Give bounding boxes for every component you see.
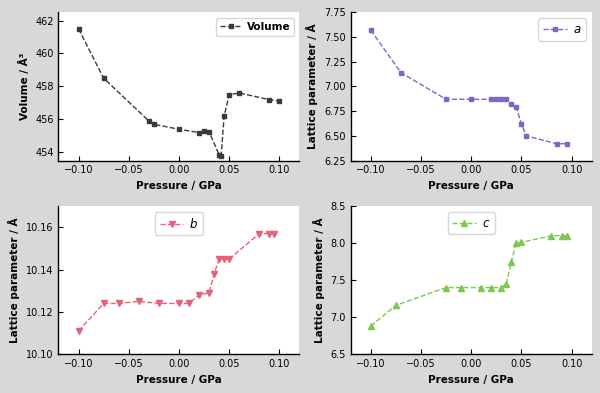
$\mathbf{\mathit{b}}$ [75,329,82,333]
$\mathbf{\mathit{b}}$ [100,301,107,306]
Volume [175,127,182,132]
$\mathbf{\mathit{c}}$ [497,285,505,290]
$\mathbf{\mathit{b}}$ [205,290,212,295]
$\mathbf{\mathit{c}}$ [392,303,400,308]
Volume [218,153,225,158]
$\mathbf{\mathit{a}}$ [508,102,515,107]
Volume [150,122,157,127]
$\mathbf{\mathit{a}}$ [503,97,510,102]
X-axis label: Pressure / GPa: Pressure / GPa [136,181,222,191]
Legend: Volume: Volume [216,18,294,36]
X-axis label: Pressure / GPa: Pressure / GPa [136,375,222,385]
Volume [215,152,223,157]
Y-axis label: Lattice parameter / Å: Lattice parameter / Å [313,217,325,343]
Legend: $\mathbf{\mathit{b}}$: $\mathbf{\mathit{b}}$ [155,212,203,235]
Y-axis label: Lattice parameter / Å: Lattice parameter / Å [8,217,20,343]
$\mathbf{\mathit{a}}$ [563,141,570,146]
Volume [266,97,273,102]
X-axis label: Pressure / GPa: Pressure / GPa [428,181,514,191]
Volume [200,129,208,133]
$\mathbf{\mathit{c}}$ [563,233,570,238]
$\mathbf{\mathit{a}}$ [467,97,475,102]
$\mathbf{\mathit{a}}$ [488,97,495,102]
Volume [236,91,243,95]
$\mathbf{\mathit{a}}$ [513,105,520,110]
$\mathbf{\mathit{c}}$ [458,285,465,290]
Volume [221,114,228,118]
$\mathbf{\mathit{b}}$ [266,231,273,236]
$\mathbf{\mathit{c}}$ [548,233,555,238]
$\mathbf{\mathit{c}}$ [503,281,510,286]
$\mathbf{\mathit{a}}$ [397,70,404,75]
$\mathbf{\mathit{c}}$ [513,241,520,246]
$\mathbf{\mathit{a}}$ [518,121,525,126]
Volume [75,26,82,31]
Volume [205,129,212,134]
$\mathbf{\mathit{a}}$ [493,97,500,102]
Y-axis label: Lattice parameter / Å: Lattice parameter / Å [307,24,319,149]
$\mathbf{\mathit{c}}$ [508,259,515,264]
Volume [276,99,283,104]
$\mathbf{\mathit{b}}$ [155,301,163,306]
Legend: $\mathbf{\mathit{a}}$: $\mathbf{\mathit{a}}$ [538,18,586,41]
$\mathbf{\mathit{b}}$ [211,272,218,276]
$\mathbf{\mathit{a}}$ [367,28,374,33]
$\mathbf{\mathit{b}}$ [221,257,228,261]
$\mathbf{\mathit{a}}$ [497,97,505,102]
$\mathbf{\mathit{b}}$ [175,301,182,306]
Volume [145,119,152,123]
$\mathbf{\mathit{b}}$ [185,301,193,306]
$\mathbf{\mathit{a}}$ [442,97,449,102]
Volume [100,76,107,81]
Volume [196,130,203,135]
$\mathbf{\mathit{c}}$ [442,285,449,290]
$\mathbf{\mathit{b}}$ [256,231,263,236]
$\mathbf{\mathit{a}}$ [523,134,530,138]
$\mathbf{\mathit{b}}$ [196,293,203,298]
Legend: $\mathbf{\mathit{c}}$: $\mathbf{\mathit{c}}$ [448,212,495,234]
$\mathbf{\mathit{b}}$ [226,257,233,261]
$\mathbf{\mathit{a}}$ [553,141,560,146]
Y-axis label: Volume / Å³: Volume / Å³ [19,53,29,120]
$\mathbf{\mathit{c}}$ [518,240,525,245]
Line: Volume: Volume [76,26,282,158]
$\mathbf{\mathit{b}}$ [271,231,278,236]
$\mathbf{\mathit{c}}$ [488,285,495,290]
Line: $\mathbf{\mathit{a}}$: $\mathbf{\mathit{a}}$ [368,28,569,146]
Line: $\mathbf{\mathit{c}}$: $\mathbf{\mathit{c}}$ [368,233,569,329]
$\mathbf{\mathit{c}}$ [478,285,485,290]
$\mathbf{\mathit{b}}$ [215,257,223,261]
$\mathbf{\mathit{b}}$ [115,301,122,306]
X-axis label: Pressure / GPa: Pressure / GPa [428,375,514,385]
$\mathbf{\mathit{b}}$ [135,299,142,304]
$\mathbf{\mathit{c}}$ [558,233,565,238]
Volume [226,92,233,97]
Line: $\mathbf{\mathit{b}}$: $\mathbf{\mathit{b}}$ [76,231,277,334]
$\mathbf{\mathit{c}}$ [367,324,374,329]
